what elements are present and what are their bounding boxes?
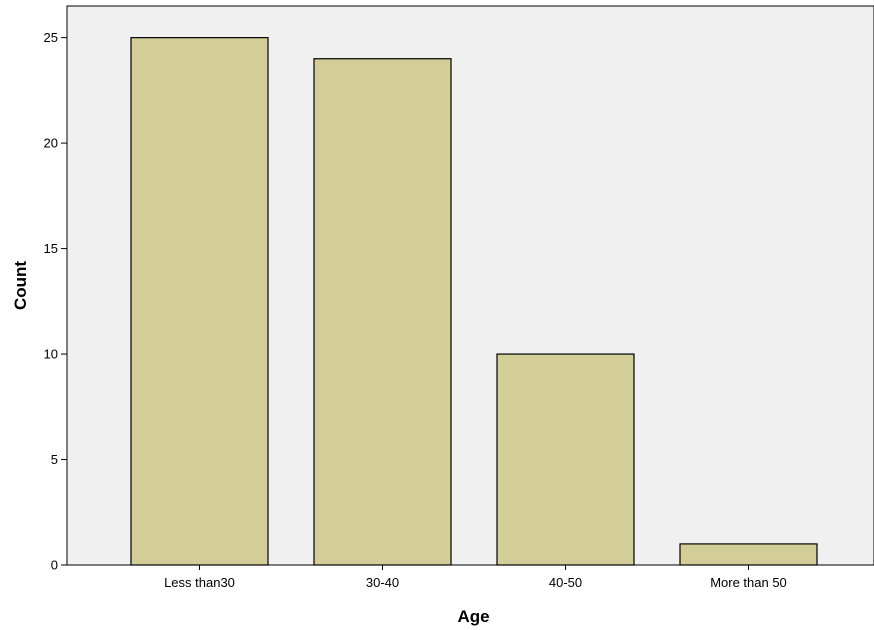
x-tick-label-1: Less than30 bbox=[164, 575, 235, 590]
x-tick-label-2: 30-40 bbox=[366, 575, 399, 590]
y-axis: 0 5 10 15 20 25 bbox=[44, 30, 67, 573]
y-tick-label-5: 5 bbox=[51, 452, 58, 467]
y-tick-label-25: 25 bbox=[44, 30, 58, 45]
x-tick-label-3: 40-50 bbox=[549, 575, 582, 590]
bar-1 bbox=[130, 37, 269, 566]
y-tick-label-0: 0 bbox=[51, 558, 58, 573]
y-tick-label-10: 10 bbox=[44, 347, 58, 362]
x-axis: Less than30 30-40 40-50 More than 50 bbox=[164, 565, 787, 590]
bar-2 bbox=[313, 58, 452, 566]
y-tick-label-20: 20 bbox=[44, 136, 58, 151]
bar-3 bbox=[496, 353, 635, 566]
y-tick-label-15: 15 bbox=[44, 241, 58, 256]
y-axis-title: Count bbox=[11, 261, 30, 310]
x-tick-label-4: More than 50 bbox=[710, 575, 787, 590]
bar-4 bbox=[679, 543, 818, 566]
x-axis-title: Age bbox=[457, 607, 489, 626]
